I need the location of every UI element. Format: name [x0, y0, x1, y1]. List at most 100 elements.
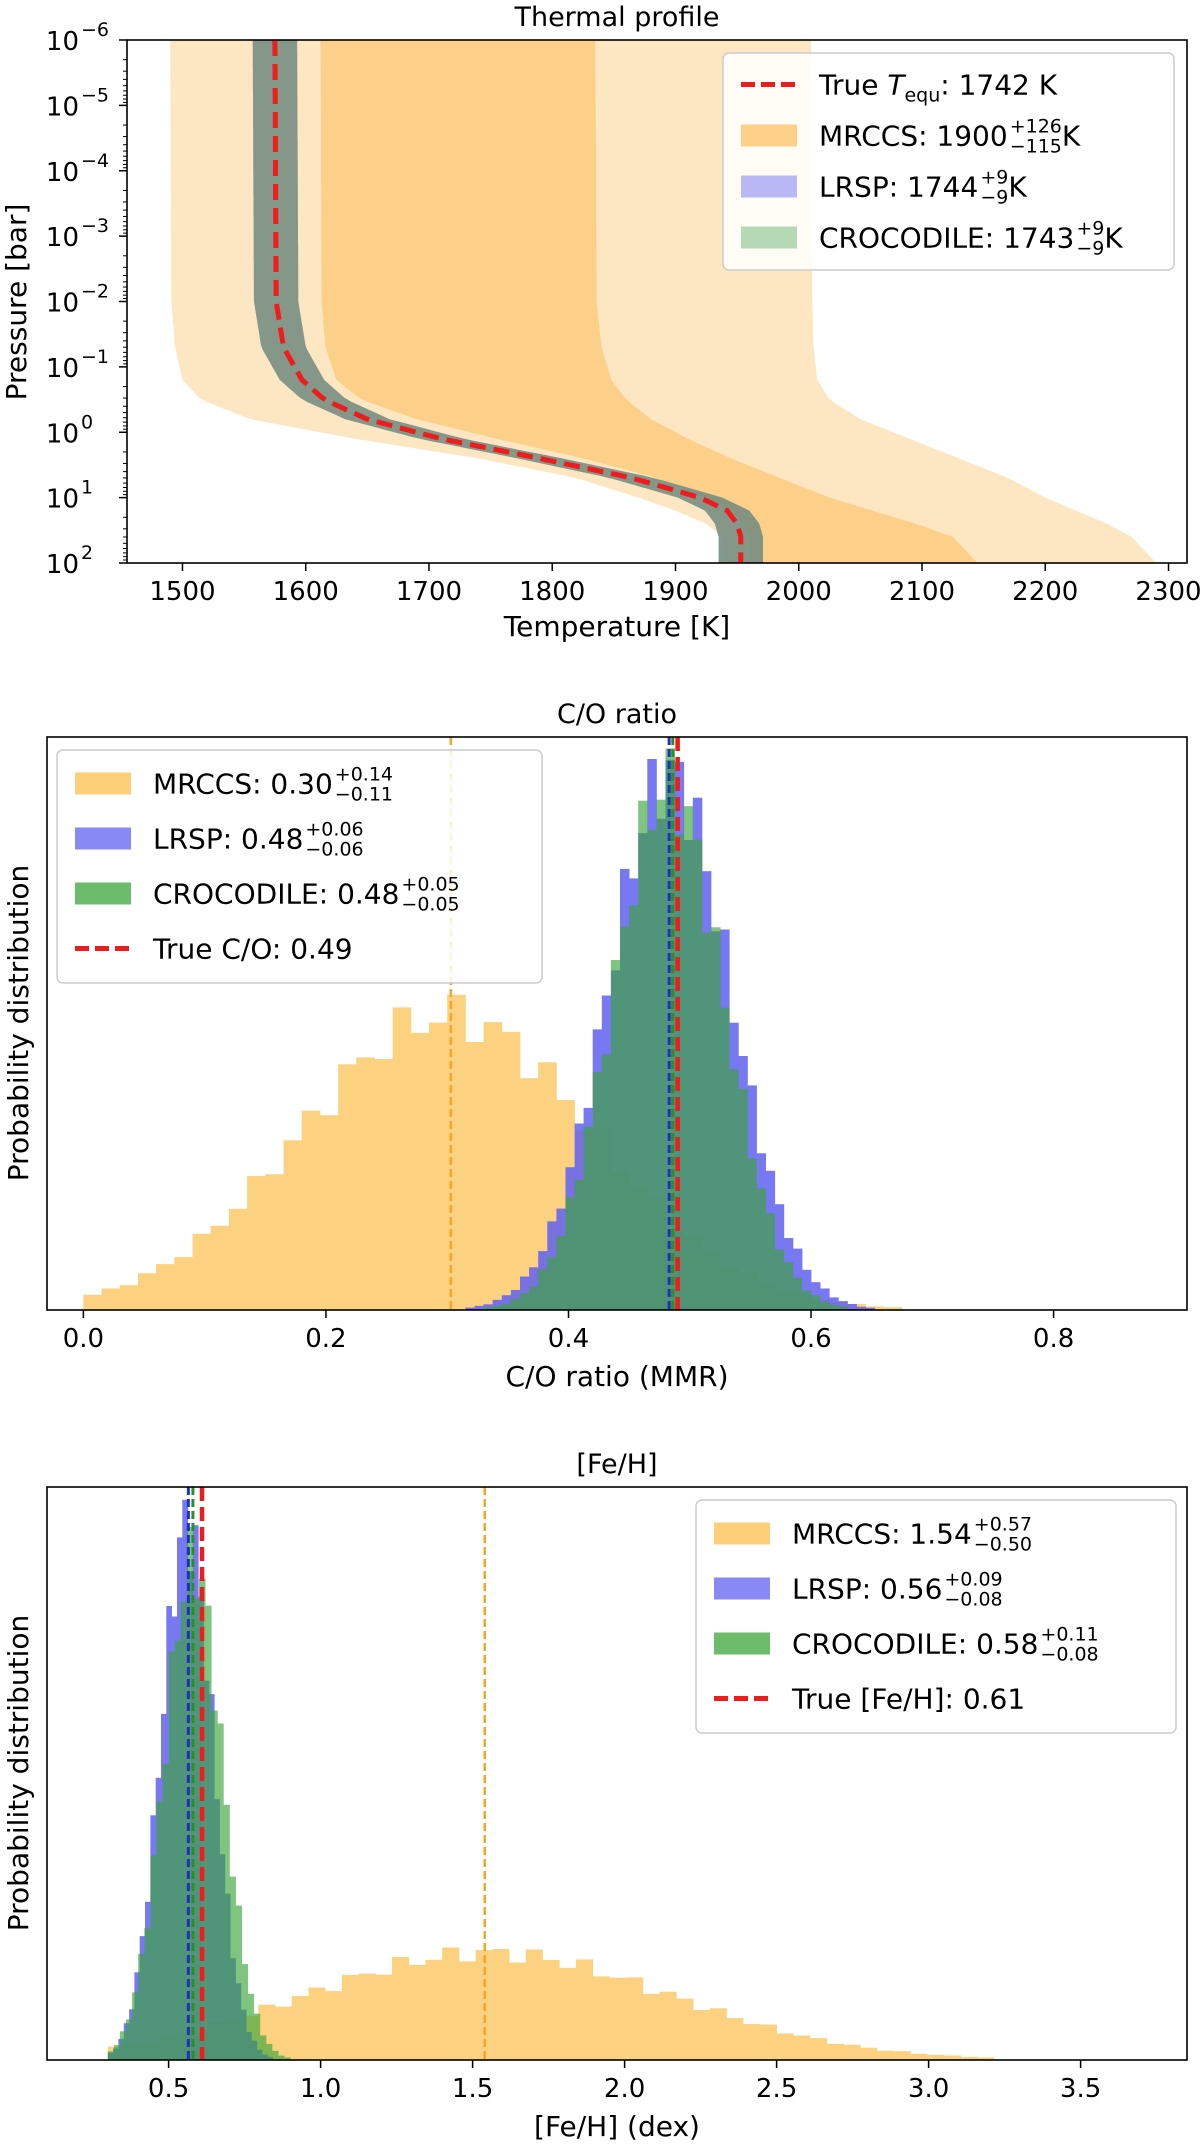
histogram-bar: [747, 1158, 757, 1310]
x-tick-label: 0.8: [1033, 1324, 1074, 1354]
y-tick-label: 10: [46, 485, 79, 515]
histogram-bar: [883, 1307, 903, 1310]
histogram-bar: [291, 1996, 309, 2060]
panel-title: Thermal profile: [513, 2, 719, 33]
histogram-bar: [83, 1294, 102, 1310]
histogram-bar: [693, 2010, 711, 2060]
legend-superscript: +0.11: [1040, 1624, 1098, 1646]
legend-text-part: MRCCS: 1.54: [792, 1518, 972, 1551]
histogram-bar: [510, 1298, 521, 1310]
co-ratio-panel: C/O ratio 0.0 0.2 0.4 0.6 0.8 C/O ratio (MMR…: [2, 699, 1188, 1393]
histogram-bar: [392, 1007, 412, 1310]
histogram-bar: [774, 1249, 785, 1310]
plot-area: [107, 1487, 995, 2060]
legend-text-part: True: [818, 69, 887, 102]
y-tick-label: 10: [46, 223, 79, 253]
legend-label: LRSP: 0.56: [792, 1573, 942, 1606]
histogram-bar: [392, 1957, 410, 2060]
y-tick-exponent: 1: [81, 477, 93, 499]
histogram-bar: [860, 2047, 878, 2060]
histogram-bar: [358, 1973, 376, 2060]
histogram-bar: [235, 1905, 242, 2060]
panel-title: C/O ratio: [557, 699, 677, 730]
legend-subscript: −0.08: [1040, 1644, 1098, 1666]
legend-text-part: T: [887, 69, 906, 102]
histogram-bar: [960, 2056, 978, 2060]
x-tick-label: 1800: [519, 577, 585, 607]
histogram-bar: [465, 1042, 484, 1310]
histogram-bar: [656, 799, 666, 1310]
legend-color-swatch: [741, 226, 797, 249]
histogram-bar: [120, 2031, 127, 2060]
histogram-bar: [284, 2057, 291, 2060]
histogram-bar: [205, 1605, 212, 2060]
histogram-bar: [820, 1301, 830, 1310]
histogram-bar: [442, 1947, 460, 2060]
x-tick-label: 1.0: [300, 2074, 341, 2104]
y-tick-exponent: 2: [81, 542, 93, 564]
histogram-bar: [674, 834, 685, 1310]
histogram-bar: [876, 2050, 894, 2060]
legend-text-part: LRSP: 1744: [819, 171, 978, 204]
crocodile-band: [252, 40, 763, 563]
histogram-bar: [101, 1288, 121, 1310]
legend-box: [722, 52, 1175, 271]
x-tick-label: 2.5: [756, 2074, 797, 2104]
legend-text-part: LRSP: 0.48: [153, 823, 303, 856]
y-tick-label: 10: [46, 289, 79, 319]
histogram-bar: [759, 2024, 777, 2060]
y-tick-exponent: −3: [81, 215, 109, 237]
histogram-bar: [223, 1804, 230, 2060]
histogram-bar: [247, 1176, 266, 1310]
histogram-bar: [338, 1064, 357, 1310]
histogram-bar: [492, 1305, 503, 1310]
histogram-bar: [838, 1306, 848, 1310]
legend-label: MRCCS: 1.54: [792, 1518, 972, 1551]
y-axis-label: Probability distribution: [2, 1615, 35, 1931]
histogram-bar: [638, 800, 648, 1310]
legend-color-swatch: [714, 1522, 770, 1545]
histogram-bar: [893, 2051, 911, 2060]
histogram-bar: [810, 2038, 828, 2060]
y-tick-label: 10: [46, 550, 79, 580]
x-ticks: 0.5 1.0 1.5 2.0 2.5 3.0 3.5: [148, 2060, 1101, 2104]
legend-text-part: CROCODILE: 0.58: [792, 1628, 1038, 1661]
legend-label-tail: K: [1062, 120, 1081, 153]
histogram-bar: [474, 1305, 484, 1310]
y-tick-exponent: −2: [81, 281, 109, 303]
legend-label: True C/O: 0.49: [152, 933, 353, 966]
histogram-bar: [847, 1304, 857, 1310]
y-tick-exponent: −4: [81, 150, 109, 172]
histogram-bar: [927, 2054, 945, 2060]
histogram-bar: [943, 2055, 961, 2060]
histogram-bar: [738, 1088, 748, 1310]
histogram-bar: [138, 1953, 145, 2060]
y-axis-label: Probability distribution: [2, 865, 35, 1181]
histogram-bar: [726, 2018, 744, 2060]
histogram-bar: [174, 1640, 182, 2060]
y-tick-label: 10: [46, 354, 79, 384]
histogram-bar: [529, 1286, 539, 1310]
histogram-bar: [275, 2006, 293, 2060]
histogram-bar: [559, 1967, 577, 2060]
x-tick-label: 2000: [766, 577, 832, 607]
histogram-bar: [458, 1961, 476, 2060]
legend-superscript: +0.05: [401, 874, 459, 896]
x-tick-label: 1900: [642, 577, 708, 607]
histogram-bar: [609, 1977, 627, 2060]
histogram-bar: [319, 1115, 339, 1310]
histogram-bar: [465, 1307, 475, 1310]
legend: True Tequ: 1742 K MRCCS: 1900 +126−115 K LR…: [722, 52, 1175, 271]
panel-title: [Fe/H]: [576, 1449, 657, 1480]
histogram-bar: [792, 1277, 803, 1310]
legend-color-swatch: [75, 882, 131, 905]
histogram-bar: [217, 1723, 224, 2060]
histogram-bar: [520, 1293, 530, 1310]
histogram-bar: [113, 2045, 121, 2060]
x-tick-label: 2100: [889, 577, 955, 607]
legend-subscript: −115: [1010, 136, 1062, 158]
histogram-bar: [483, 1307, 494, 1310]
profile-layers: [170, 40, 1157, 563]
histogram-bar: [629, 905, 639, 1310]
